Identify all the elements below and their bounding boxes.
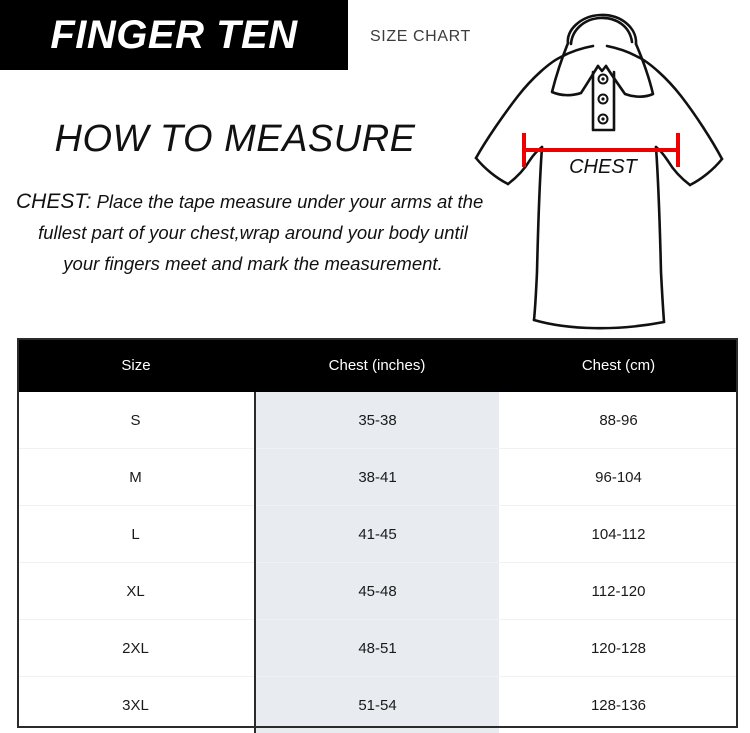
table-row: XL 45-48 112-120 — [17, 563, 738, 620]
cell-chest-cm: 88-96 — [499, 392, 738, 449]
cell-size: 3XL — [17, 677, 255, 733]
cell-chest-cm: 120-128 — [499, 620, 738, 677]
cell-size: XL — [17, 563, 255, 620]
cell-chest-inches: 48-51 — [255, 620, 499, 677]
right-underarm-line — [656, 147, 690, 185]
page-title: HOW TO MEASURE — [0, 118, 470, 161]
brand-name: FINGER TEN — [50, 13, 297, 58]
instruction-line: fullest part of your chest,wrap around y… — [12, 217, 494, 248]
cell-chest-inches: 45-48 — [255, 563, 499, 620]
cell-size: M — [17, 449, 255, 506]
size-chart-table-body: S 35-38 88-96 M 38-41 96-104 L 41-45 104… — [17, 392, 738, 733]
cell-size: L — [17, 506, 255, 563]
instruction-line: your fingers meet and mark the measureme… — [12, 248, 494, 279]
right-body-side — [656, 147, 664, 322]
left-body-side — [534, 147, 542, 320]
right-shoulder-seam — [607, 46, 638, 57]
instruction-text: Place the tape measure under your arms a… — [97, 191, 484, 212]
size-chart-caption: SIZE CHART — [370, 28, 471, 46]
left-shoulder-line — [476, 57, 561, 158]
placket-button-hole-icon — [601, 117, 604, 120]
table-header-row: Size Chest (inches) Chest (cm) — [17, 338, 738, 392]
brand-banner: FINGER TEN — [0, 0, 348, 70]
placket-button-hole-icon — [601, 97, 604, 100]
measure-instructions: CHEST: Place the tape measure under your… — [12, 186, 494, 279]
table-row: L 41-45 104-112 — [17, 506, 738, 563]
column-header-size: Size — [17, 338, 255, 392]
collar-v-point — [598, 66, 606, 71]
cell-chest-cm: 96-104 — [499, 449, 738, 506]
right-sleeve-cuff — [690, 159, 722, 185]
cell-size: 2XL — [17, 620, 255, 677]
left-sleeve-cuff — [476, 158, 508, 184]
shirt-hem — [534, 320, 664, 328]
table-row: 2XL 48-51 120-128 — [17, 620, 738, 677]
table-row: 3XL 51-54 128-136 — [17, 677, 738, 733]
chest-instruction-label: CHEST: — [16, 190, 91, 213]
cell-chest-inches: 51-54 — [255, 677, 499, 733]
cell-chest-inches: 38-41 — [255, 449, 499, 506]
table-row: S 35-38 88-96 — [17, 392, 738, 449]
size-chart-table: Size Chest (inches) Chest (cm) S 35-38 8… — [17, 338, 738, 733]
instruction-line: CHEST: Place the tape measure under your… — [12, 186, 494, 217]
table-row: M 38-41 96-104 — [17, 449, 738, 506]
column-header-chest-inches: Chest (inches) — [255, 338, 499, 392]
cell-chest-inches: 35-38 — [255, 392, 499, 449]
chest-measure-label: CHEST — [560, 156, 646, 179]
column-header-chest-cm: Chest (cm) — [499, 338, 738, 392]
cell-chest-cm: 104-112 — [499, 506, 738, 563]
button-placket — [593, 72, 614, 130]
cell-chest-inches: 41-45 — [255, 506, 499, 563]
placket-button-hole-icon — [601, 77, 604, 80]
cell-size: S — [17, 392, 255, 449]
cell-chest-cm: 112-120 — [499, 563, 738, 620]
cell-chest-cm: 128-136 — [499, 677, 738, 733]
